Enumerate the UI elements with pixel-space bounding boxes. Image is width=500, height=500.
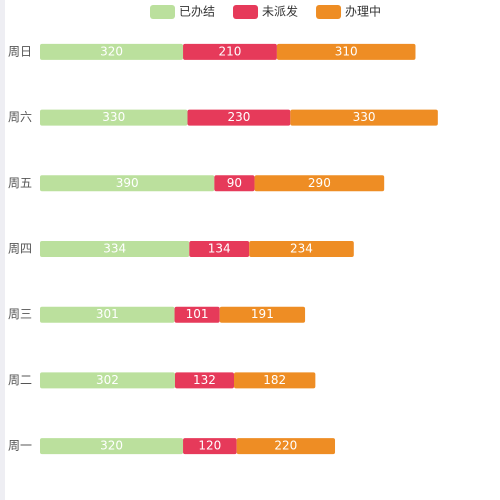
bar-segment bbox=[40, 43, 184, 60]
bar-segment bbox=[290, 109, 438, 126]
y-tick-label: 周一 bbox=[8, 439, 32, 453]
legend-swatch[interactable] bbox=[316, 5, 342, 19]
bar-segment bbox=[254, 175, 385, 192]
data-label: 210 bbox=[219, 44, 242, 58]
bar-segment bbox=[40, 306, 175, 323]
y-tick-label: 周二 bbox=[8, 373, 32, 387]
y-tick-label: 周五 bbox=[8, 176, 32, 190]
data-label: 320 bbox=[100, 44, 123, 58]
bar-segment bbox=[40, 175, 215, 192]
bar-segment bbox=[214, 175, 255, 192]
legend-swatch[interactable] bbox=[150, 5, 175, 19]
bar-segment bbox=[40, 438, 184, 455]
data-label: 134 bbox=[208, 242, 231, 256]
bar-segment bbox=[174, 306, 220, 323]
bar-segment bbox=[187, 109, 291, 126]
legend-swatch[interactable] bbox=[233, 5, 259, 19]
data-label: 230 bbox=[227, 110, 250, 124]
data-label: 301 bbox=[96, 307, 119, 321]
data-label: 120 bbox=[198, 439, 221, 453]
bar-segment bbox=[236, 438, 336, 455]
data-label: 101 bbox=[186, 307, 209, 321]
data-label: 330 bbox=[102, 110, 125, 124]
side-strip bbox=[0, 0, 5, 500]
legend-label[interactable]: 已办结 bbox=[179, 4, 215, 19]
bar-segment bbox=[249, 241, 354, 257]
data-label: 182 bbox=[263, 373, 286, 387]
bar-segment bbox=[183, 43, 277, 60]
data-label: 320 bbox=[100, 439, 123, 453]
bar-segment bbox=[40, 109, 188, 126]
y-tick-label: 周三 bbox=[8, 307, 32, 321]
y-tick-label: 周六 bbox=[8, 110, 32, 124]
data-label: 302 bbox=[96, 373, 119, 387]
data-label: 234 bbox=[290, 242, 313, 256]
legend-label[interactable]: 未派发 bbox=[262, 4, 298, 19]
bar-segment bbox=[183, 438, 237, 455]
data-label: 310 bbox=[335, 44, 358, 58]
data-label: 330 bbox=[353, 110, 376, 124]
bar-segment bbox=[40, 241, 190, 257]
data-label: 220 bbox=[274, 439, 297, 453]
y-tick-label: 周日 bbox=[8, 44, 32, 58]
bar-segment bbox=[233, 372, 316, 389]
data-label: 132 bbox=[193, 373, 216, 387]
bar-segment bbox=[174, 372, 234, 389]
data-label: 290 bbox=[308, 176, 331, 190]
data-label: 90 bbox=[227, 176, 242, 190]
legend-label[interactable]: 办理中 bbox=[345, 4, 381, 19]
bar-segment bbox=[276, 43, 416, 60]
y-tick-label: 周四 bbox=[8, 242, 32, 256]
data-label: 390 bbox=[116, 176, 139, 190]
bar-segment bbox=[189, 241, 250, 257]
data-label: 191 bbox=[251, 307, 274, 321]
data-label: 334 bbox=[103, 242, 126, 256]
bar-segment bbox=[219, 306, 306, 323]
bar-segment bbox=[40, 372, 175, 389]
